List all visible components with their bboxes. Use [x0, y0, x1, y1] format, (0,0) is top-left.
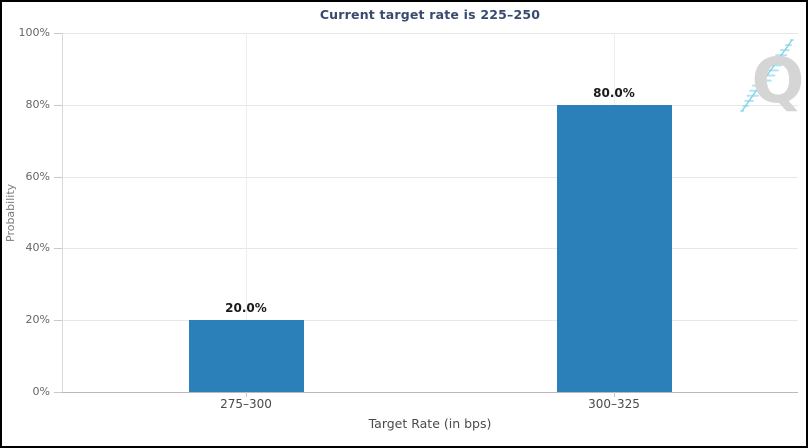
y-tick-mark: [54, 33, 62, 34]
y-tick-label: 0%: [32, 385, 50, 398]
y-tick-label: 80%: [25, 97, 50, 111]
x-axis-title: Target Rate (in bps): [368, 416, 492, 431]
y-axis-line: [62, 33, 63, 392]
y-tick-mark: [54, 104, 62, 106]
y-tick-label: 60%: [25, 169, 50, 183]
q-logo-watermark: Q: [740, 39, 804, 117]
x-tick-label: 275–300: [220, 397, 272, 411]
bar[interactable]: [188, 320, 304, 392]
y-tick-mark: [54, 392, 62, 393]
y-gridline: [62, 176, 798, 178]
y-gridline: [62, 248, 798, 250]
x-tick-mark: [246, 392, 247, 397]
y-gridline: [62, 33, 798, 34]
bar-value-label: 20.0%: [225, 301, 267, 316]
x-tick-label: 300–325: [588, 397, 640, 411]
y-tick-label: 20%: [25, 313, 50, 327]
bar-value-label: 80.0%: [593, 85, 635, 100]
x-axis-line: [62, 392, 798, 393]
y-tick-label: 100%: [18, 26, 50, 39]
y-tick-label: 40%: [25, 241, 50, 255]
y-gridline: [62, 320, 798, 322]
y-gridline: [62, 104, 798, 106]
y-tick-mark: [54, 248, 62, 250]
y-axis-title: Probability: [4, 183, 17, 242]
watermark-q-letter: Q: [752, 44, 804, 117]
x-gridline: [246, 33, 247, 392]
y-tick-mark: [54, 320, 62, 322]
watermark-trend-line: [741, 39, 793, 112]
x-tick-mark: [614, 392, 615, 397]
y-tick-mark: [54, 176, 62, 178]
chart-title: Current target rate is 225–250: [319, 7, 541, 22]
bar[interactable]: [556, 104, 672, 392]
